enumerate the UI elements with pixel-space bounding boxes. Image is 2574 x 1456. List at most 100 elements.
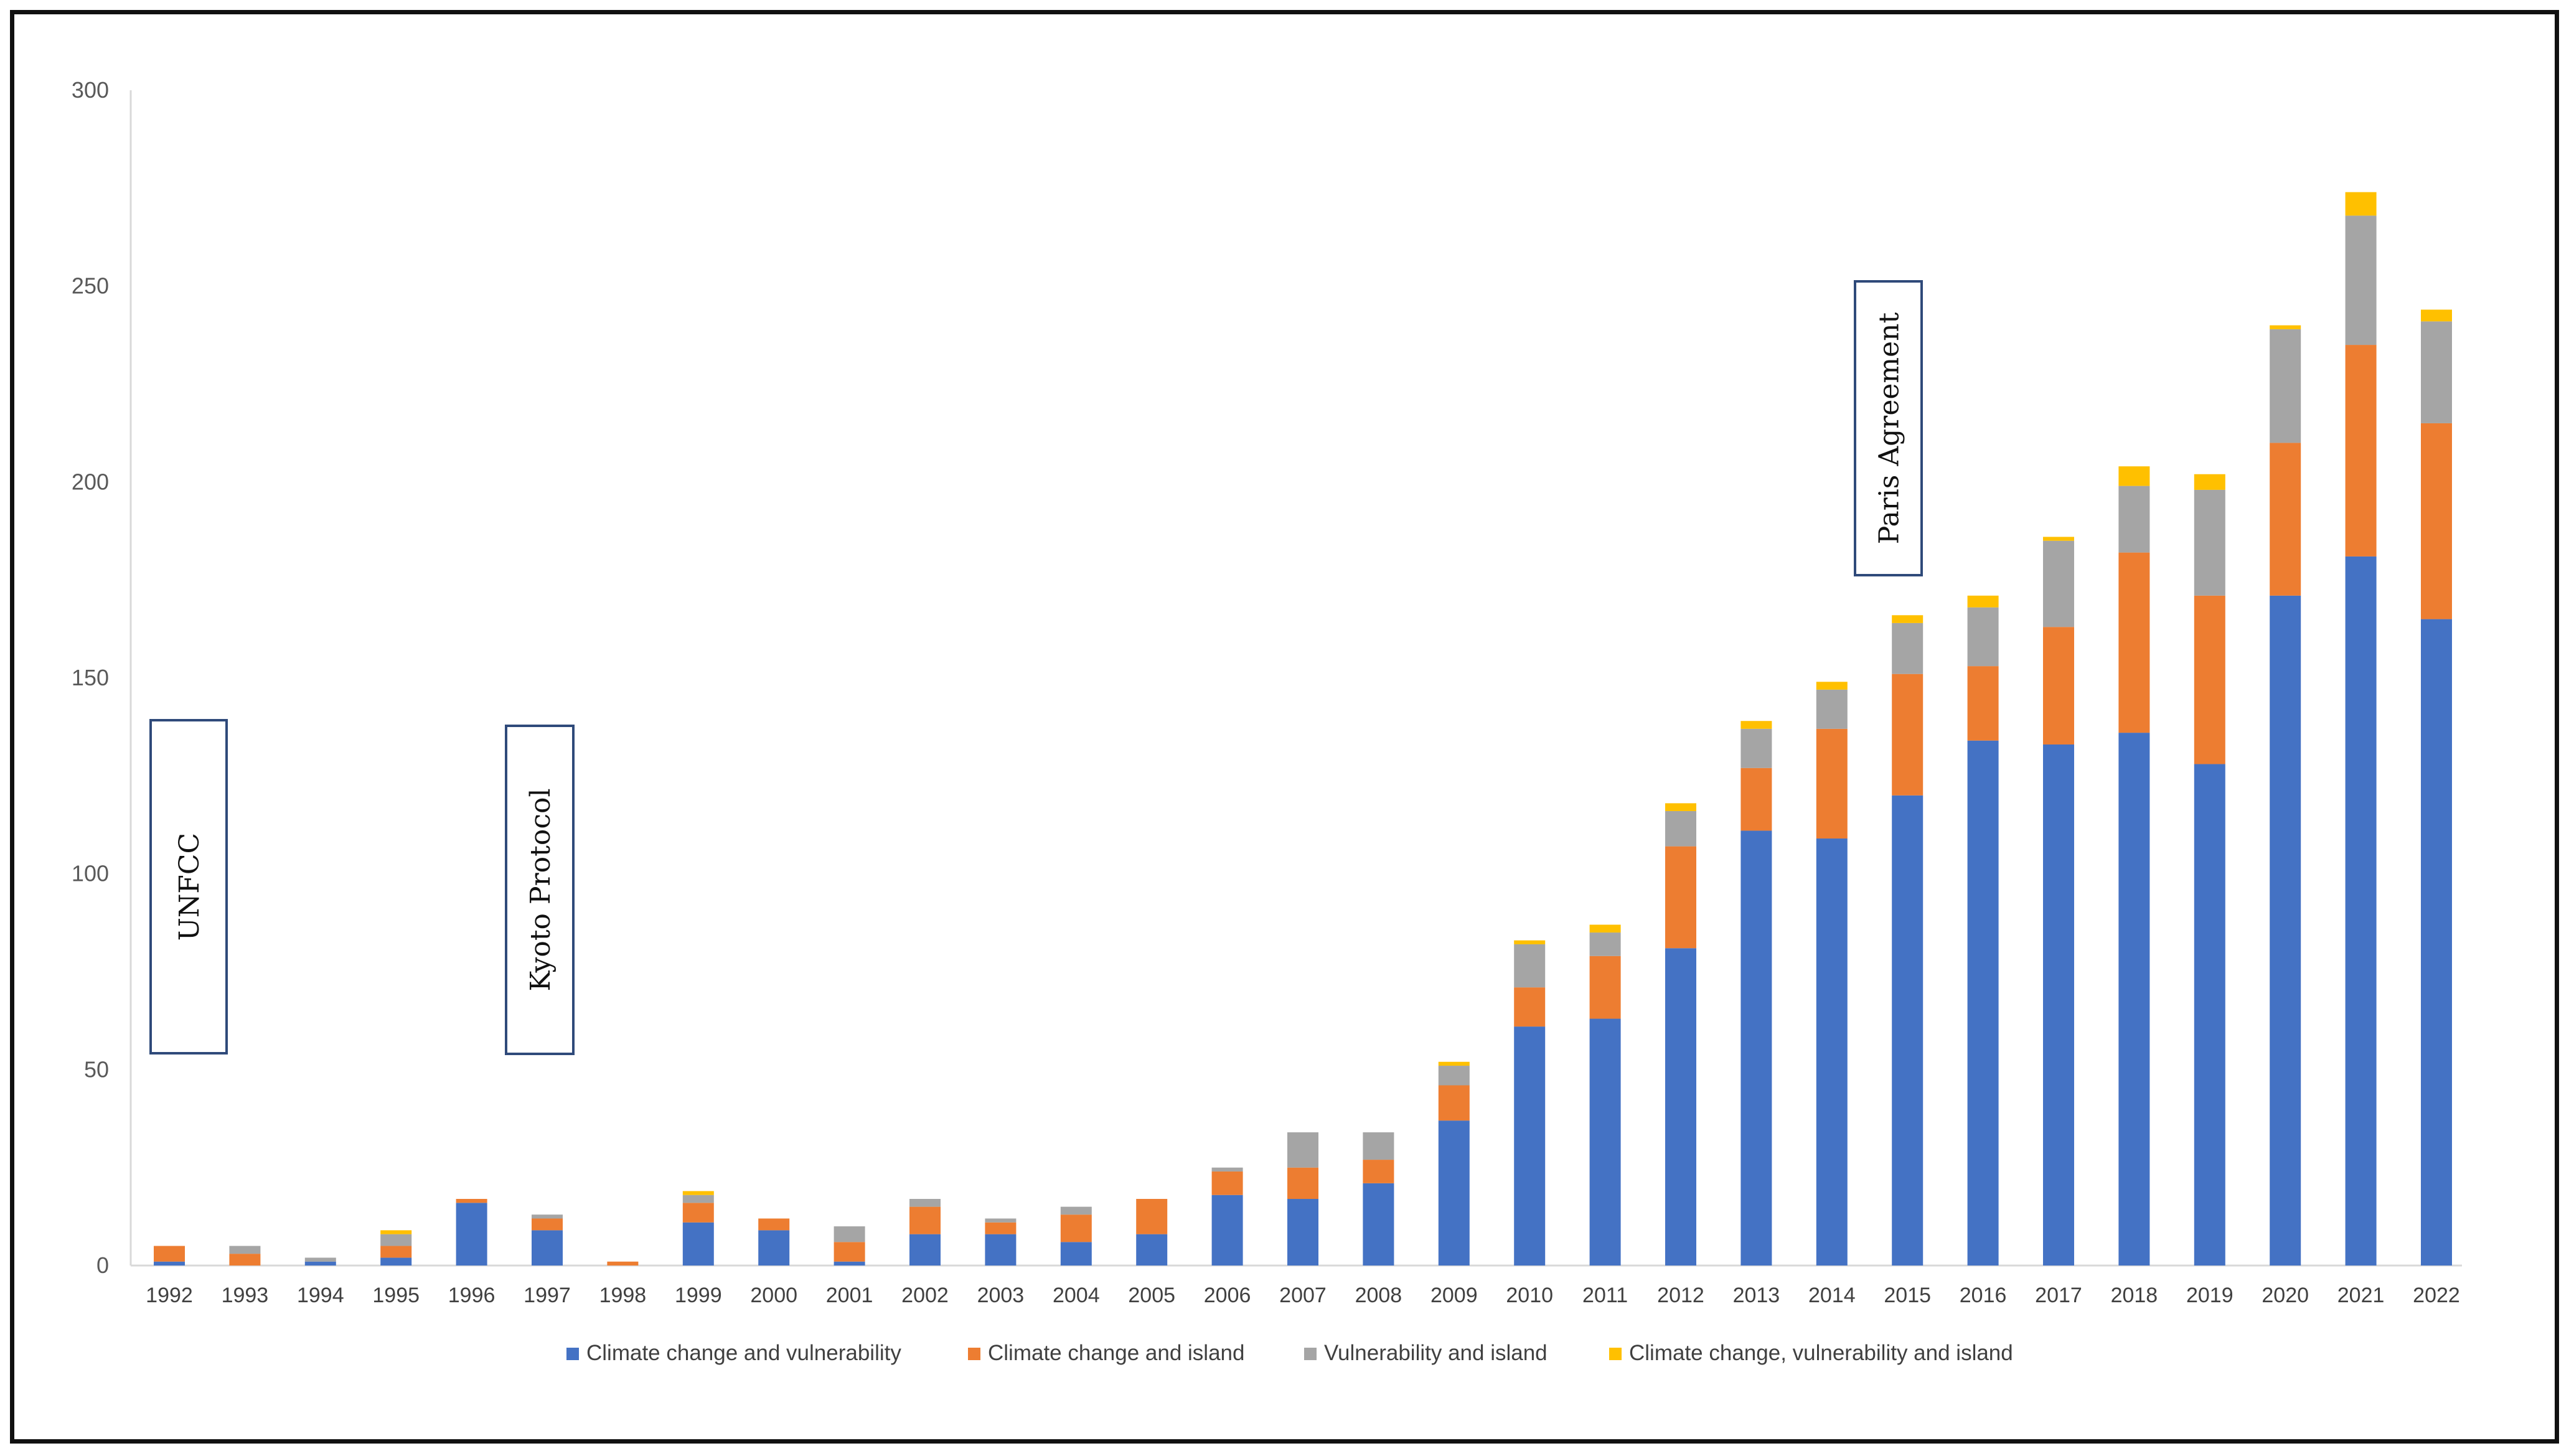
bar-segment-2003-series-2 — [985, 1222, 1017, 1234]
x-tick-label: 2020 — [2262, 1284, 2309, 1307]
x-tick-label: 2007 — [1279, 1284, 1327, 1307]
bar-segment-2002-series-2 — [909, 1206, 941, 1234]
bar-segment-2008-series-1 — [1363, 1183, 1394, 1266]
bar-segment-2005-series-2 — [1136, 1199, 1168, 1234]
legend-label: Climate change and vulnerability — [586, 1341, 901, 1365]
bar-segment-1996-series-2 — [456, 1199, 487, 1203]
bar-segment-2016-series-2 — [1967, 666, 1999, 741]
bar-segment-2001-series-3 — [834, 1226, 865, 1242]
bar-segment-2020-series-1 — [2270, 595, 2301, 1266]
y-tick-label: 0 — [96, 1252, 109, 1278]
bar-segment-2008-series-2 — [1363, 1160, 1394, 1183]
x-tick-label: 2008 — [1355, 1284, 1402, 1307]
x-tick-label: 1996 — [448, 1284, 496, 1307]
bar-segment-2001-series-1 — [834, 1261, 865, 1266]
bar-segment-2021-series-1 — [2345, 556, 2377, 1266]
x-tick-label: 1994 — [297, 1284, 344, 1307]
bar-segment-1992-series-1 — [154, 1261, 185, 1266]
y-tick-label: 200 — [72, 469, 109, 494]
bar-segment-1993-series-2 — [229, 1254, 261, 1266]
annotation-box-1 — [149, 719, 228, 1054]
bar-segment-1999-series-1 — [682, 1222, 714, 1266]
y-tick-label: 250 — [72, 273, 109, 299]
y-tick-label: 300 — [72, 77, 109, 103]
annotation-box-3 — [1854, 280, 1923, 576]
legend-swatch — [968, 1348, 980, 1360]
annotation-box-2 — [505, 725, 575, 1055]
bar-segment-2004-series-2 — [1060, 1214, 1092, 1242]
x-tick-label: 2015 — [1884, 1284, 1931, 1307]
annotation-label-3: Paris Agreement — [1874, 312, 1905, 545]
bar-segment-1994-series-3 — [304, 1257, 336, 1262]
x-tick-label: 2003 — [977, 1284, 1025, 1307]
bar-segment-2000-series-2 — [758, 1218, 790, 1231]
x-tick-label: 2000 — [750, 1284, 797, 1307]
legend: Climate change and vulnerability Climate … — [566, 1341, 2013, 1365]
bar-segment-1992-series-2 — [154, 1246, 185, 1262]
bar-segment-2022-series-2 — [2421, 423, 2452, 619]
x-tick-label: 2010 — [1506, 1284, 1553, 1307]
bar-segment-2013-series-4 — [1740, 721, 1772, 729]
bar-segment-1998-series-2 — [607, 1261, 639, 1266]
x-tick-label: 1997 — [524, 1284, 571, 1307]
x-tick-label: 2017 — [2035, 1284, 2082, 1307]
bar-segment-2003-series-1 — [985, 1234, 1017, 1266]
bar-segment-2021-series-2 — [2345, 345, 2377, 557]
bar-segment-2017-series-1 — [2043, 744, 2074, 1266]
bar-segment-2000-series-1 — [758, 1230, 790, 1266]
x-tick-label: 1992 — [146, 1284, 193, 1307]
bar-segment-2007-series-1 — [1287, 1199, 1318, 1266]
bar-segment-2012-series-4 — [1665, 803, 1696, 811]
bar-segment-2015-series-4 — [1892, 615, 1923, 623]
bar-segment-2004-series-1 — [1060, 1242, 1092, 1266]
bar-segment-1999-series-3 — [682, 1195, 714, 1203]
x-tick-label: 2022 — [2413, 1284, 2460, 1307]
bar-segment-2002-series-1 — [909, 1234, 941, 1266]
bar-segment-1995-series-1 — [380, 1257, 412, 1266]
annotation-label-1: UNFCC — [174, 833, 205, 941]
x-tick-label: 2009 — [1430, 1284, 1478, 1307]
bar-segment-2013-series-3 — [1740, 728, 1772, 768]
bar-segment-2016-series-4 — [1967, 595, 1999, 608]
bar-segment-2010-series-4 — [1514, 940, 1546, 944]
legend-label: Climate change and island — [988, 1341, 1244, 1365]
y-tick-label: 150 — [72, 665, 109, 690]
bar-segment-2019-series-2 — [2194, 595, 2225, 764]
x-tick-label: 2012 — [1657, 1284, 1704, 1307]
bar-segment-1997-series-2 — [532, 1218, 563, 1231]
bar-segment-2021-series-3 — [2345, 215, 2377, 345]
legend-label: Climate change, vulnerability and island — [1629, 1341, 2013, 1365]
x-tick-label: 2006 — [1204, 1284, 1251, 1307]
bar-segment-1997-series-3 — [532, 1214, 563, 1219]
bar-segment-2007-series-2 — [1287, 1167, 1318, 1200]
bar-segment-2014-series-2 — [1816, 728, 1848, 839]
bar-segment-2019-series-4 — [2194, 474, 2225, 490]
bar-segment-1999-series-2 — [682, 1203, 714, 1223]
x-tick-label: 2011 — [1582, 1284, 1628, 1307]
bar-segment-2018-series-1 — [2118, 733, 2150, 1266]
legend-swatch — [566, 1348, 579, 1360]
bar-segment-1993-series-3 — [229, 1246, 261, 1254]
bar-segment-2011-series-1 — [1589, 1018, 1621, 1266]
bar-segment-2013-series-2 — [1740, 768, 1772, 831]
y-axis-ticks: 0 50 100 150 200 250 300 — [72, 77, 109, 1278]
bar-segment-2019-series-1 — [2194, 764, 2225, 1266]
x-tick-label: 2004 — [1053, 1284, 1100, 1307]
bar-segment-2009-series-3 — [1438, 1066, 1470, 1086]
legend-swatch — [1609, 1348, 1622, 1360]
bar-segment-2004-series-3 — [1060, 1206, 1092, 1215]
bar-segment-2006-series-1 — [1211, 1195, 1243, 1266]
bar-segment-1996-series-1 — [456, 1203, 487, 1266]
x-tick-label: 1995 — [372, 1284, 420, 1307]
bar-segment-2009-series-4 — [1438, 1061, 1470, 1066]
x-tick-label: 2014 — [1808, 1284, 1856, 1307]
x-tick-label: 1993 — [222, 1284, 269, 1307]
x-tick-label: 1998 — [599, 1284, 647, 1307]
bar-segment-1995-series-4 — [380, 1230, 412, 1234]
bar-segment-2012-series-1 — [1665, 948, 1696, 1266]
bar-segment-2020-series-4 — [2270, 325, 2301, 329]
bar-segment-2018-series-3 — [2118, 486, 2150, 553]
x-tick-label: 2002 — [901, 1284, 949, 1307]
bar-segment-2014-series-1 — [1816, 838, 1848, 1266]
bar-segment-2018-series-4 — [2118, 466, 2150, 486]
